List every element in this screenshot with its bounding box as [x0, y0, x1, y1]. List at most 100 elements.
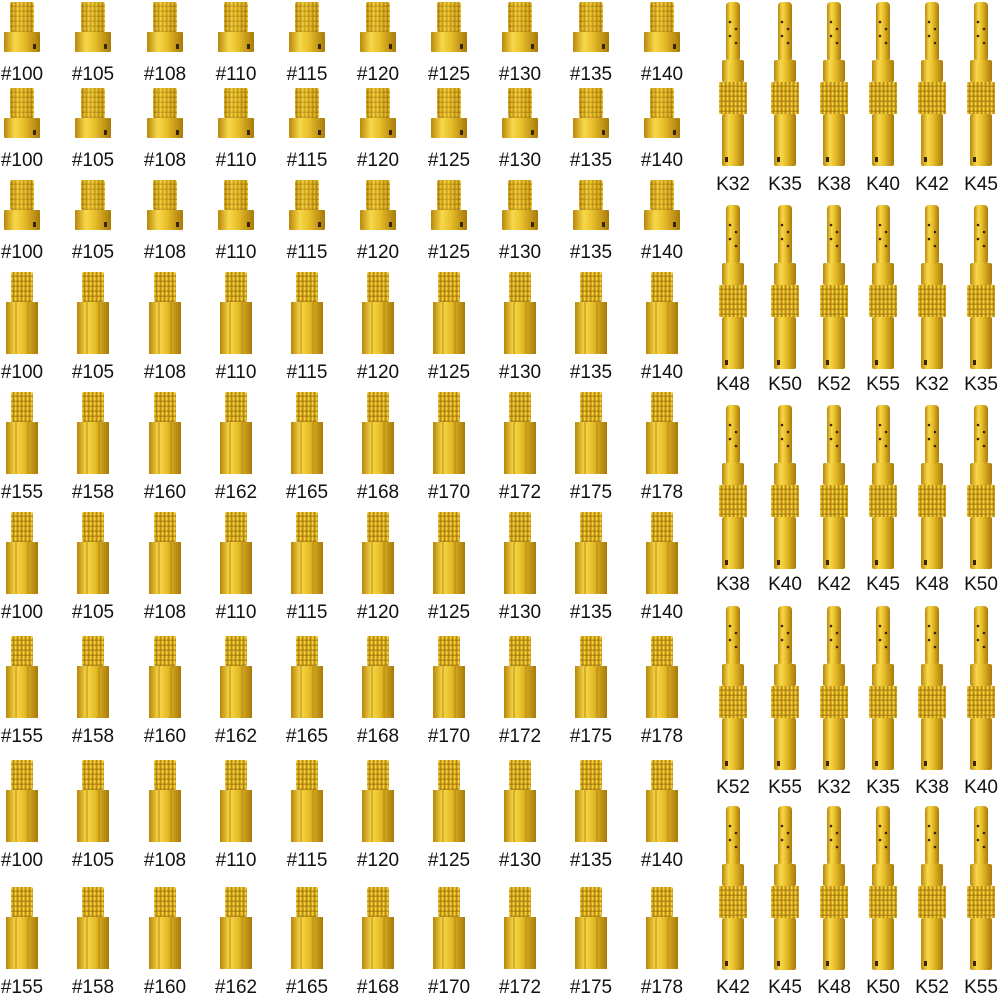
jet-size-label: #115: [286, 64, 328, 85]
main-jet-hex-icon: [291, 272, 323, 354]
jet-size-label: #120: [356, 64, 400, 85]
jet-size-label: K42: [915, 174, 949, 195]
jet-size-label: K42: [817, 574, 851, 595]
jet-size-label: #162: [214, 482, 258, 503]
jet-size-label: #115: [286, 602, 328, 623]
main-jet-round-icon: [360, 180, 396, 230]
main-jet-hex-icon: [6, 272, 38, 354]
jet-size-label: K45: [964, 174, 998, 195]
jet-size-label: #135: [569, 242, 613, 263]
main-jet-hex-icon: [646, 272, 678, 354]
pilot-jet-icon: [918, 606, 946, 770]
jet-size-label: #130: [498, 850, 542, 871]
jet-size-label: #135: [569, 850, 613, 871]
jet-size-label: K45: [768, 977, 802, 998]
jet-size-label: #115: [286, 362, 328, 383]
main-jet-hex-icon: [575, 887, 607, 969]
pilot-jet-icon: [719, 405, 747, 569]
jet-size-label: #108: [143, 64, 187, 85]
main-jet-hex-icon: [362, 760, 394, 842]
jet-size-label: K40: [866, 174, 900, 195]
jet-size-label: #125: [427, 850, 471, 871]
jet-size-label: #178: [640, 482, 684, 503]
pilot-jet-icon: [967, 2, 995, 166]
main-jet-hex-icon: [220, 392, 252, 474]
jet-size-label: #135: [569, 362, 613, 383]
main-jet-round-icon: [147, 180, 183, 230]
jet-size-label: K38: [716, 574, 750, 595]
jet-size-label: #120: [356, 850, 400, 871]
jet-size-label: #155: [0, 977, 44, 998]
jet-size-label: #160: [143, 726, 187, 747]
pilot-jet-icon: [719, 806, 747, 970]
main-jet-round-icon: [360, 88, 396, 138]
jet-size-label: #172: [498, 482, 542, 503]
jet-size-label: #140: [640, 150, 684, 171]
pilot-jet-icon: [820, 806, 848, 970]
jet-size-label: #135: [569, 64, 613, 85]
pilot-jet-icon: [771, 806, 799, 970]
jet-size-label: #100: [0, 64, 44, 85]
jet-size-label: #105: [71, 242, 115, 263]
main-jet-round-icon: [360, 2, 396, 52]
jet-size-label: #108: [143, 362, 187, 383]
main-jet-hex-icon: [220, 760, 252, 842]
pilot-jet-icon: [869, 606, 897, 770]
main-jet-hex-icon: [77, 760, 109, 842]
jet-size-label: #168: [356, 977, 400, 998]
main-jet-hex-icon: [77, 272, 109, 354]
jet-size-label: K55: [768, 777, 802, 798]
main-jet-hex-icon: [220, 887, 252, 969]
pilot-jet-icon: [820, 405, 848, 569]
jet-size-label: #115: [286, 150, 328, 171]
main-jet-hex-icon: [149, 392, 181, 474]
main-jet-hex-icon: [504, 512, 536, 594]
main-jet-hex-icon: [291, 887, 323, 969]
main-jet-round-icon: [147, 2, 183, 52]
jet-size-label: K48: [915, 574, 949, 595]
pilot-jet-icon: [967, 205, 995, 369]
jet-size-label: #168: [356, 726, 400, 747]
main-jet-round-icon: [502, 2, 538, 52]
jet-size-label: #120: [356, 150, 400, 171]
jet-size-label: K50: [964, 574, 998, 595]
main-jet-round-icon: [644, 88, 680, 138]
jet-size-label: #105: [71, 64, 115, 85]
jet-size-label: K42: [716, 977, 750, 998]
jet-size-label: K40: [768, 574, 802, 595]
main-jet-hex-icon: [77, 392, 109, 474]
jet-size-label: K40: [964, 777, 998, 798]
pilot-jet-icon: [719, 606, 747, 770]
jet-size-label: K52: [915, 977, 949, 998]
jet-size-label: #165: [285, 977, 329, 998]
jet-size-label: #178: [640, 726, 684, 747]
main-jet-round-icon: [431, 180, 467, 230]
jet-size-label: #115: [286, 242, 328, 263]
jet-size-label: #130: [498, 362, 542, 383]
jet-size-label: K38: [817, 174, 851, 195]
jet-size-label: #105: [71, 150, 115, 171]
main-jet-hex-icon: [220, 512, 252, 594]
main-jet-round-icon: [502, 88, 538, 138]
jet-size-label: #110: [215, 150, 257, 171]
main-jet-hex-icon: [77, 512, 109, 594]
main-jet-hex-icon: [149, 636, 181, 718]
main-jet-round-icon: [218, 88, 254, 138]
main-jet-hex-icon: [504, 272, 536, 354]
main-jet-round-icon: [573, 88, 609, 138]
jet-size-label: #178: [640, 977, 684, 998]
jet-size-label: K38: [915, 777, 949, 798]
jet-size-label: #105: [71, 850, 115, 871]
main-jet-hex-icon: [575, 272, 607, 354]
main-jet-round-icon: [75, 88, 111, 138]
jet-size-label: #140: [640, 64, 684, 85]
main-jet-round-icon: [573, 180, 609, 230]
main-jet-hex-icon: [220, 636, 252, 718]
jet-size-label: #125: [427, 150, 471, 171]
jet-size-label: #108: [143, 850, 187, 871]
jet-size-label: #100: [0, 362, 44, 383]
jet-size-label: #158: [71, 977, 115, 998]
pilot-jet-icon: [869, 2, 897, 166]
main-jet-hex-icon: [77, 636, 109, 718]
jet-size-label: #175: [569, 977, 613, 998]
